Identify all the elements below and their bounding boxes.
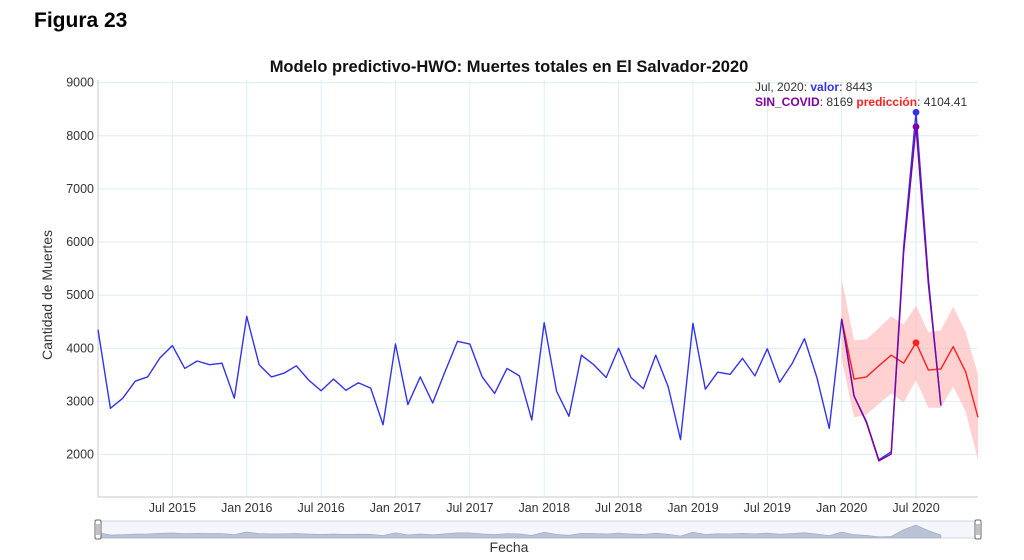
series-line-valor[interactable] [97,111,942,461]
y-axis-ticks: 2000 3000 4000 5000 6000 7000 8000 9000 [66,76,94,462]
series-line-sin-covid[interactable] [840,126,942,462]
x-tick-label: Jan 2017 [370,501,421,515]
x-tick-label: Jan 2018 [518,501,569,515]
y-tick-label: 9000 [66,76,94,90]
series-line-predicci-n[interactable] [840,318,979,418]
range-slider-handle-left[interactable] [94,519,102,540]
y-tick-label: 7000 [66,182,94,196]
x-axis-ticks: Jul 2015 Jan 2016 Jul 2016 Jan 2017 Jul 2017… [149,501,940,515]
range-slider-handle-right[interactable] [974,519,982,540]
y-tick-label: 4000 [66,341,94,355]
x-tick-label: Jul 2019 [744,501,791,515]
x-tick-label: Jan 2016 [221,501,272,515]
x-tick-label: Jan 2019 [667,501,718,515]
y-axis-title: Cantidad de Muertes [39,230,55,360]
x-axis-title: Fecha [490,539,529,555]
range-slider-preview [97,524,942,539]
x-tick-label: Jul 2020 [892,501,939,515]
x-tick-label: Jul 2017 [446,501,493,515]
prediction-band [841,279,978,460]
x-tick-label: Jul 2015 [149,501,196,515]
y-tick-label: 6000 [66,235,94,249]
x-tick-label: Jul 2018 [595,501,642,515]
chart-title: Modelo predictivo-HWO: Muertes totales e… [270,58,749,76]
y-tick-label: 3000 [66,394,94,408]
hover-point-sin-covid [912,123,920,131]
range-slider[interactable] [94,519,982,540]
x-tick-label: Jan 2020 [816,501,867,515]
y-tick-label: 8000 [66,129,94,143]
hover-point-valor [912,108,920,116]
x-tick-label: Jul 2016 [297,501,344,515]
series-lines[interactable] [97,111,979,462]
prediction-interval [841,279,978,460]
hover-line-1: Jul, 2020: valor: 8443 [755,80,873,94]
figure-label: Figura 23 [34,9,128,32]
hover-point-predicci-n [912,339,920,347]
grid [97,80,978,498]
y-tick-label: 5000 [66,288,94,302]
y-tick-label: 2000 [66,448,94,462]
hover-line-2: SIN_COVID: 8169 predicción: 4104.41 [755,95,967,109]
